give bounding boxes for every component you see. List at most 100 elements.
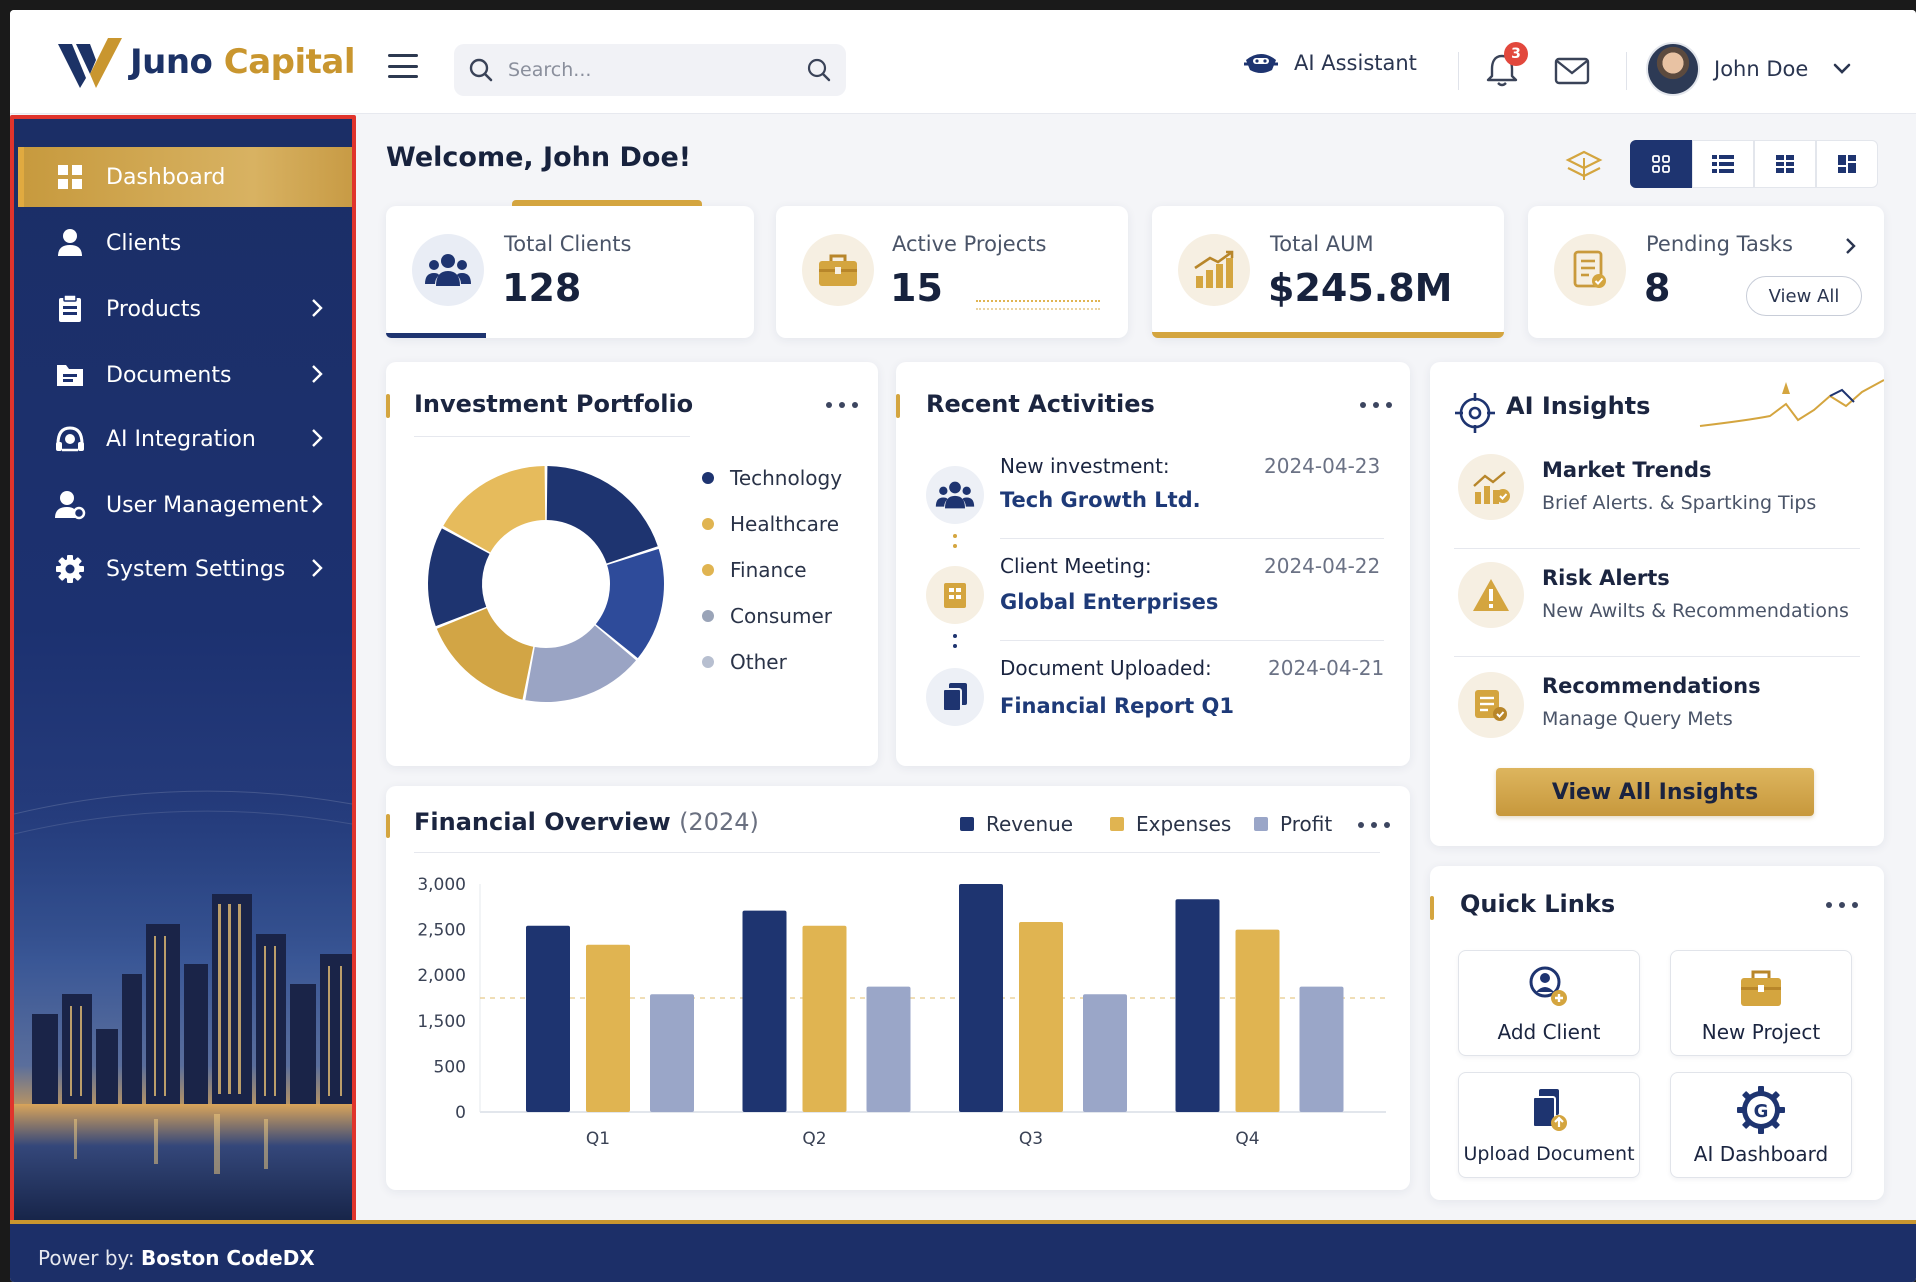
quick-link-label: Add Client [1497,1020,1601,1044]
user-menu[interactable]: John Doe [1646,42,1852,96]
chevron-right-icon[interactable] [1844,236,1858,256]
notification-badge: 3 [1504,42,1528,66]
view-grid-4-button[interactable] [1630,140,1692,188]
activity-link[interactable]: Financial Report Q1 [1000,694,1234,718]
view-list-button[interactable] [1692,140,1754,188]
trend-decoration-icon [1699,379,1884,427]
activity-link[interactable]: Tech Growth Ltd. [1000,488,1201,512]
stat-card-total-clients[interactable]: Total Clients 128 [386,200,754,338]
header-divider [1458,52,1459,90]
sidebar-item-label: System Settings [106,556,286,582]
sidebar-item-label: Clients [106,230,182,256]
building-icon [926,566,984,624]
sidebar-item-documents[interactable]: Documents [18,345,352,405]
more-options-icon[interactable] [826,402,858,412]
stat-label: Total AUM [1270,232,1374,256]
brand-name-part1: Juno [130,42,213,82]
stat-value: 8 [1644,266,1671,310]
powered-by-brand: Boston CodeDX [141,1246,315,1270]
dashboard-icon [1838,155,1856,173]
avatar [1646,42,1700,96]
legend-swatch [1254,817,1268,831]
ai-robot-icon [1244,54,1278,73]
legend-item-other: Other [702,650,787,674]
app-window: Juno Capital AI Assistant 3 [10,10,1916,1282]
brand-logo[interactable]: Juno Capital [56,36,355,88]
sidebar-item-system-settings[interactable]: System Settings [18,539,352,599]
quick-link-label: AI Dashboard [1693,1142,1829,1166]
ai-insights-card: AI Insights Market Trends Brief Alerts. … [1430,362,1884,846]
bar-revenue-q1 [526,925,570,1112]
quick-link-label: New Project [1701,1020,1821,1044]
divider [414,852,1380,853]
brand-name: Juno Capital [130,42,355,82]
panel-title: Financial Overview (2024) [414,808,759,836]
donut-slice-technology [428,528,490,627]
legend-label: Profit [1280,812,1333,836]
insight-subtitle: Brief Alerts. & Spartking Tips [1542,492,1817,514]
users-icon [412,234,484,306]
grid-icon [54,161,86,193]
sidebar-item-dashboard[interactable]: Dashboard [18,147,352,207]
stat-card-pending-tasks[interactable]: Pending Tasks 8 View All [1528,206,1884,338]
bottom-bar [10,1220,1916,1282]
activity-title: Client Meeting: [1000,554,1152,578]
divider [1000,538,1384,539]
sidebar-item-clients[interactable]: Clients [18,213,352,273]
stat-card-active-projects[interactable]: Active Projects 15 [776,206,1128,338]
new-project-button[interactable]: New Project [1670,950,1852,1056]
menu-toggle-icon[interactable] [388,54,418,78]
ai-assistant-label: AI Assistant [1294,51,1417,75]
sidebar-item-label: Products [106,296,201,322]
sidebar-item-user-management[interactable]: User Management [18,475,352,535]
insight-title: Risk Alerts [1542,566,1670,590]
city-skyline-image [14,774,352,1244]
sidebar-item-label: User Management [106,492,309,518]
chevron-right-icon [312,559,323,577]
donut-slice-healthcare [443,466,546,553]
divider [1454,656,1860,657]
header-divider [1626,52,1627,90]
more-options-icon[interactable] [1358,822,1390,832]
task-list-icon [1554,234,1626,306]
powered-by-prefix: Power by: [38,1246,141,1270]
search-input[interactable] [508,59,806,81]
more-options-icon[interactable] [1360,402,1392,412]
view-all-insights-button[interactable]: View All Insights [1496,768,1814,816]
bar-expenses-q3 [1019,922,1063,1112]
view-grid-6-button[interactable] [1754,140,1816,188]
upload-document-button[interactable]: Upload Document [1458,1072,1640,1178]
view-all-tasks-button[interactable]: View All [1746,276,1862,316]
view-mode-switch [1630,140,1878,188]
more-options-icon[interactable] [1826,902,1858,912]
ai-dashboard-button[interactable]: G AI Dashboard [1670,1072,1852,1178]
sidebar-item-products[interactable]: Products [18,279,352,339]
chevron-right-icon [312,429,323,447]
mail-icon[interactable] [1554,54,1590,88]
user-name: John Doe [1714,57,1809,81]
ai-assistant-button[interactable]: AI Assistant [1242,46,1417,80]
card-accent [386,333,486,338]
add-client-button[interactable]: Add Client [1458,950,1640,1056]
legend-item-profit: Profit [1254,812,1332,836]
layout-settings-icon[interactable] [1562,146,1606,186]
view-dashboard-button[interactable] [1816,140,1878,188]
search-submit-icon[interactable] [806,57,832,83]
card-accent [512,200,702,206]
chart-trend-icon [1458,454,1524,520]
list-icon [1712,155,1734,173]
bar-revenue-q2 [742,910,787,1112]
investment-portfolio-card: Investment Portfolio Technology Healthca… [386,362,878,766]
sidebar-item-ai-integration[interactable]: AI Integration [18,409,352,469]
timeline-connector [953,634,957,648]
x-tick-label: Q2 [802,1129,826,1149]
document-icon [926,668,984,726]
bar-expenses-q1 [586,944,630,1112]
legend-label: Revenue [986,812,1074,836]
activity-link[interactable]: Global Enterprises [1000,590,1219,614]
legend-label: Consumer [730,604,832,628]
svg-text:G: G [1754,1101,1769,1122]
stat-card-total-aum[interactable]: Total AUM $245.8M [1152,206,1504,338]
legend-item-revenue: Revenue [960,812,1073,836]
panel-title: AI Insights [1506,392,1651,420]
